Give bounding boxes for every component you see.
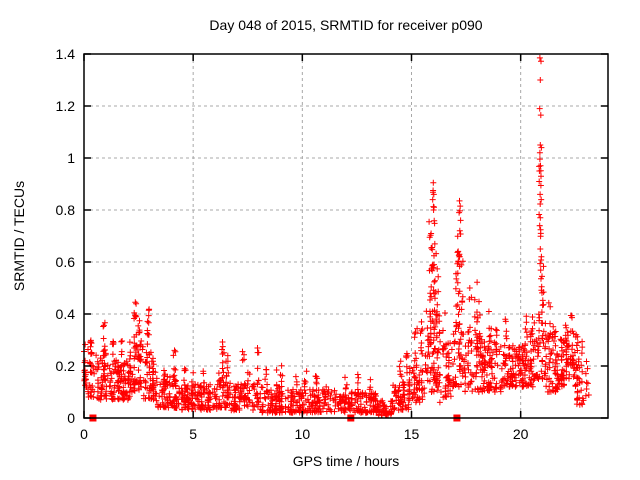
y-tick-label: 1 [67,150,75,166]
y-axis-label: SRMTID / TECUs [11,181,27,291]
scatter-points [81,54,592,422]
x-tick-label: 15 [404,426,420,442]
y-tick-label: 0.8 [56,202,76,218]
y-tick-label: 0 [67,410,75,426]
y-tick-label: 0.6 [56,254,76,270]
x-tick-label: 5 [189,426,197,442]
y-tick-label: 1.4 [56,46,76,62]
x-tick-label: 0 [80,426,88,442]
x-tick-label: 20 [513,426,529,442]
tick-labels: 0 5 10 15 20 0 0.2 0.4 0.6 0.8 1 1.2 1.4 [56,46,529,442]
x-tick-label: 10 [295,426,311,442]
chart-title: Day 048 of 2015, SRMTID for receiver p09… [209,17,482,33]
x-axis-label: GPS time / hours [293,453,400,469]
y-tick-label: 0.4 [56,306,76,322]
y-tick-label: 1.2 [56,98,76,114]
axes-and-ticks [83,53,609,419]
gridlines [84,54,608,418]
y-tick-label: 0.2 [56,358,76,374]
